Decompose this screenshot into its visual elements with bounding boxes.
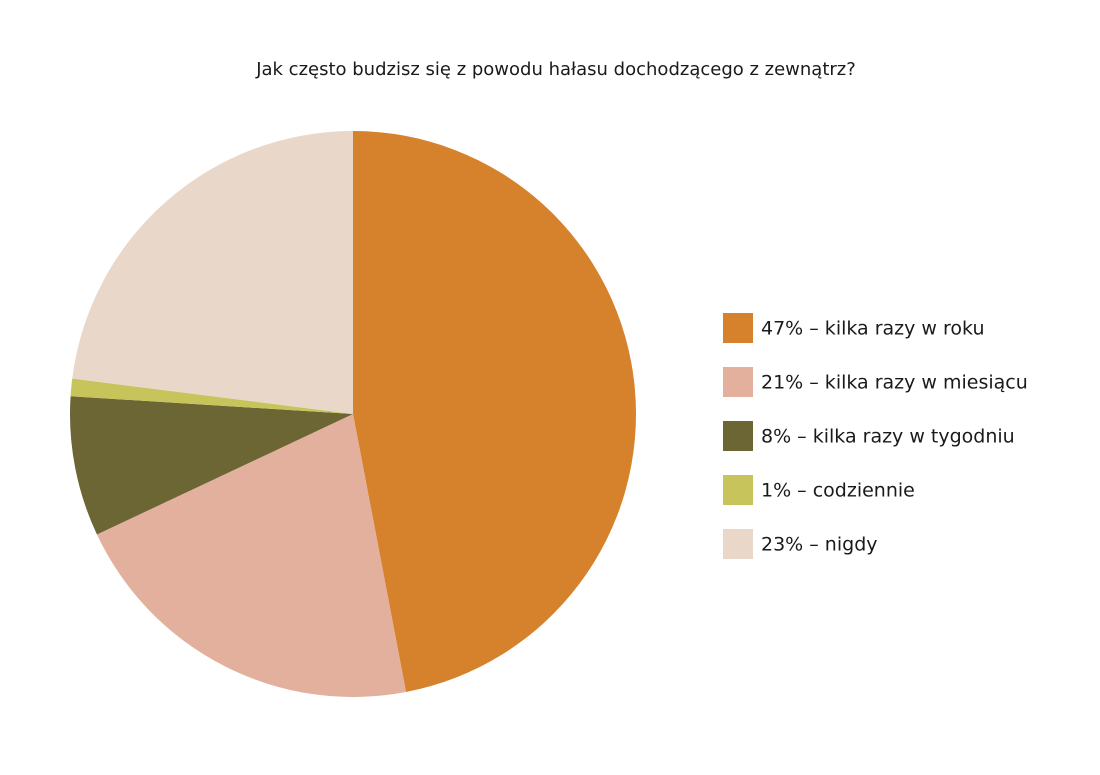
legend-label: 47% – kilka razy w roku [761, 318, 985, 340]
pie-slice [70, 378, 353, 414]
pie-slice [353, 131, 637, 692]
pie-slice [69, 396, 353, 535]
chart-title: Jak często budzisz się z powodu hałasu d… [255, 59, 856, 80]
legend-label: 1% – codziennie [761, 480, 915, 502]
legend-swatch [723, 367, 753, 397]
pie-slice [72, 131, 353, 414]
legend-label: 8% – kilka razy w tygodniu [761, 426, 1015, 448]
legend-swatch [723, 529, 753, 559]
legend-swatch [723, 475, 753, 505]
legend-label: 23% – nigdy [761, 534, 878, 556]
legend-swatch [723, 313, 753, 343]
legend-swatch [723, 421, 753, 451]
legend-label: 21% – kilka razy w miesiącu [761, 372, 1028, 394]
pie-slice [96, 414, 407, 697]
